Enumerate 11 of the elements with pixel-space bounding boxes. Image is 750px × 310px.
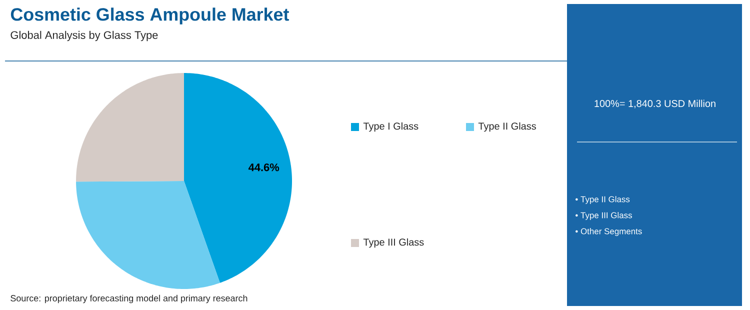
text: • Other Segments [576, 228, 642, 236]
chart-subtitle: Global Analysis by Glass Type [10, 30, 158, 42]
text: • Type III Glass [576, 212, 632, 220]
source-note: Source: proprietary forecasting model and primary research [10, 294, 248, 304]
legend-label: Type I Glass [363, 122, 418, 132]
chart-title: Cosmetic Glass Ampoule Market [10, 8, 289, 24]
text: 100%= 1,840.3 USD Million [594, 100, 716, 108]
legend-label: Type II Glass [478, 122, 536, 132]
text: • Type II Glass [576, 196, 630, 204]
data-label: 44.6% [248, 163, 280, 172]
legend-label: Type III Glass [363, 238, 424, 248]
